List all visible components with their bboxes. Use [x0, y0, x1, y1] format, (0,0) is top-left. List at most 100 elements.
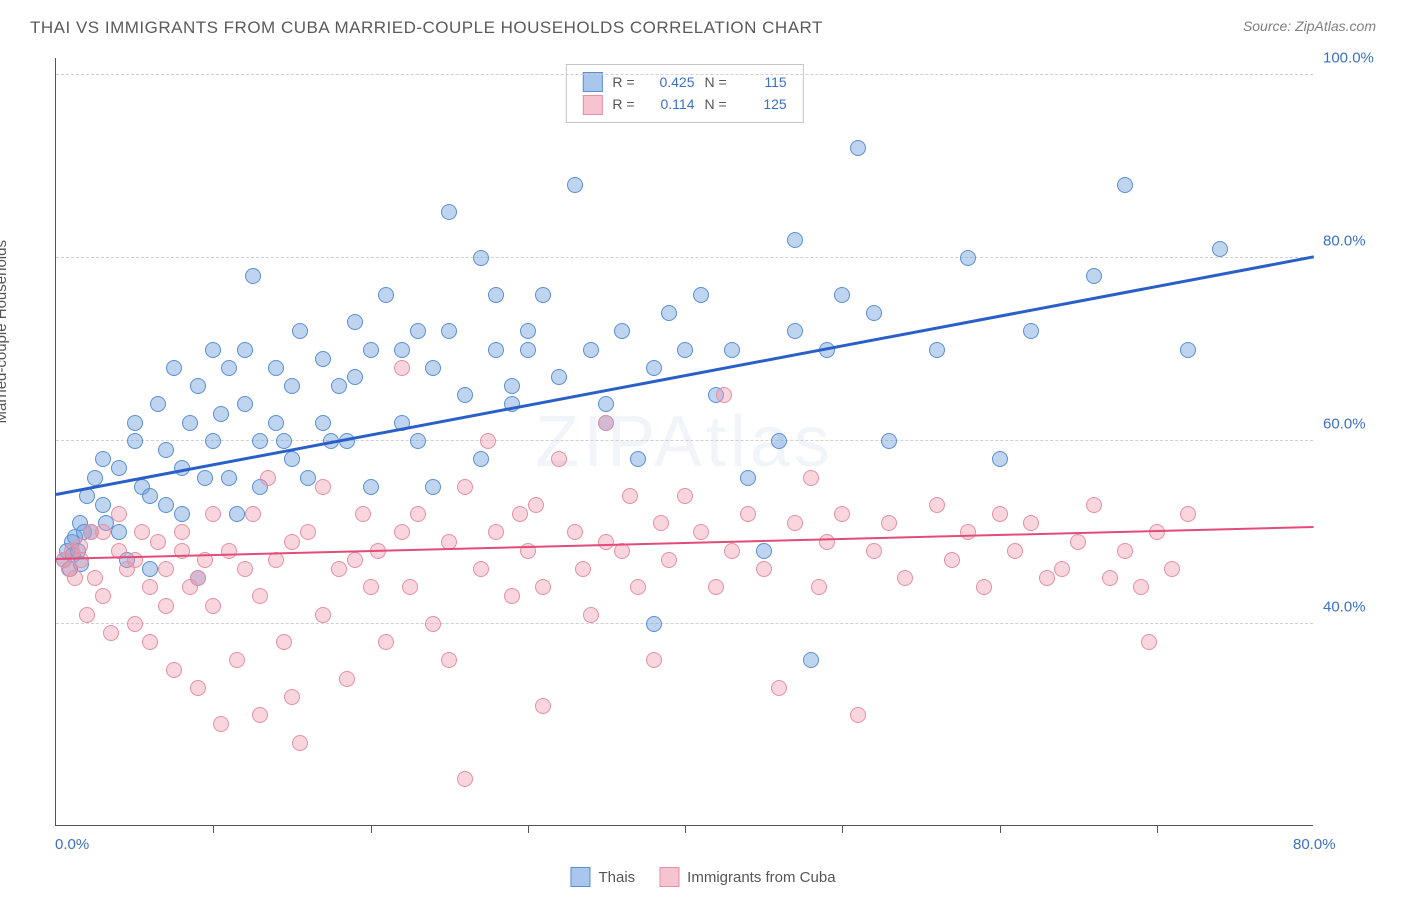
- scatter-point-cuba: [897, 570, 913, 586]
- scatter-point-thais: [646, 616, 662, 632]
- scatter-point-cuba: [134, 524, 150, 540]
- scatter-point-cuba: [315, 607, 331, 623]
- scatter-point-cuba: [622, 488, 638, 504]
- scatter-point-thais: [252, 433, 268, 449]
- scatter-point-cuba: [221, 543, 237, 559]
- scatter-point-thais: [410, 323, 426, 339]
- watermark: ZIPAtlas: [535, 401, 834, 483]
- scatter-point-cuba: [976, 579, 992, 595]
- scatter-point-cuba: [480, 433, 496, 449]
- scatter-point-cuba: [127, 552, 143, 568]
- stats-legend: R =0.425N =115R =0.114N =125: [565, 64, 803, 123]
- scatter-point-thais: [693, 287, 709, 303]
- scatter-point-cuba: [252, 707, 268, 723]
- x-tick: [685, 825, 686, 833]
- series-legend: ThaisImmigrants from Cuba: [570, 834, 835, 920]
- scatter-point-cuba: [284, 534, 300, 550]
- scatter-point-thais: [197, 470, 213, 486]
- scatter-point-cuba: [158, 598, 174, 614]
- scatter-point-cuba: [1133, 579, 1149, 595]
- scatter-point-cuba: [1141, 634, 1157, 650]
- scatter-point-thais: [237, 342, 253, 358]
- scatter-point-cuba: [73, 552, 89, 568]
- scatter-point-cuba: [190, 680, 206, 696]
- scatter-point-thais: [205, 433, 221, 449]
- scatter-point-thais: [630, 451, 646, 467]
- scatter-point-thais: [347, 369, 363, 385]
- scatter-point-thais: [268, 415, 284, 431]
- scatter-point-cuba: [87, 570, 103, 586]
- scatter-point-thais: [488, 287, 504, 303]
- scatter-point-cuba: [150, 534, 166, 550]
- scatter-point-thais: [174, 506, 190, 522]
- legend-label-cuba: Immigrants from Cuba: [687, 869, 835, 886]
- scatter-point-cuba: [504, 588, 520, 604]
- scatter-point-thais: [724, 342, 740, 358]
- scatter-point-cuba: [960, 524, 976, 540]
- scatter-point-thais: [158, 442, 174, 458]
- source-prefix: Source:: [1243, 18, 1295, 34]
- scatter-point-cuba: [646, 652, 662, 668]
- y-axis-label: Married-couple Households: [0, 240, 10, 423]
- header-bar: THAI VS IMMIGRANTS FROM CUBA MARRIED-COU…: [0, 0, 1406, 50]
- scatter-point-thais: [95, 497, 111, 513]
- plot-area: ZIPAtlas R =0.425N =115R =0.114N =125 40…: [55, 58, 1313, 826]
- scatter-point-thais: [142, 488, 158, 504]
- scatter-point-cuba: [190, 570, 206, 586]
- scatter-point-thais: [740, 470, 756, 486]
- stat-r-value-cuba: 0.114: [645, 93, 695, 115]
- scatter-point-cuba: [567, 524, 583, 540]
- scatter-point-cuba: [992, 506, 1008, 522]
- scatter-point-cuba: [67, 570, 83, 586]
- scatter-point-cuba: [347, 552, 363, 568]
- x-tick: [213, 825, 214, 833]
- scatter-point-cuba: [1070, 534, 1086, 550]
- scatter-point-thais: [363, 342, 379, 358]
- scatter-point-thais: [95, 451, 111, 467]
- scatter-point-cuba: [425, 616, 441, 632]
- scatter-point-cuba: [1054, 561, 1070, 577]
- scatter-point-cuba: [205, 506, 221, 522]
- scatter-point-thais: [473, 250, 489, 266]
- scatter-point-thais: [331, 378, 347, 394]
- scatter-point-cuba: [756, 561, 772, 577]
- scatter-point-thais: [394, 342, 410, 358]
- scatter-point-thais: [520, 342, 536, 358]
- scatter-point-thais: [378, 287, 394, 303]
- scatter-point-cuba: [402, 579, 418, 595]
- scatter-point-cuba: [866, 543, 882, 559]
- scatter-point-thais: [111, 460, 127, 476]
- gridline: [56, 257, 1313, 258]
- scatter-point-cuba: [575, 561, 591, 577]
- scatter-point-cuba: [1023, 515, 1039, 531]
- scatter-point-cuba: [1180, 506, 1196, 522]
- scatter-point-cuba: [488, 524, 504, 540]
- scatter-point-cuba: [929, 497, 945, 513]
- scatter-point-cuba: [457, 479, 473, 495]
- scatter-point-cuba: [229, 652, 245, 668]
- scatter-point-cuba: [677, 488, 693, 504]
- scatter-point-cuba: [276, 634, 292, 650]
- scatter-point-cuba: [811, 579, 827, 595]
- x-tick: [371, 825, 372, 833]
- scatter-point-cuba: [394, 360, 410, 376]
- scatter-point-cuba: [1164, 561, 1180, 577]
- scatter-point-thais: [488, 342, 504, 358]
- scatter-point-cuba: [1007, 543, 1023, 559]
- scatter-point-thais: [850, 140, 866, 156]
- stat-n-value-cuba: 125: [737, 93, 787, 115]
- scatter-point-thais: [677, 342, 693, 358]
- scatter-point-cuba: [771, 680, 787, 696]
- scatter-point-cuba: [819, 534, 835, 550]
- scatter-point-thais: [992, 451, 1008, 467]
- scatter-point-thais: [1117, 177, 1133, 193]
- scatter-point-cuba: [535, 579, 551, 595]
- scatter-point-cuba: [300, 524, 316, 540]
- scatter-point-thais: [221, 360, 237, 376]
- scatter-point-cuba: [315, 479, 331, 495]
- scatter-point-cuba: [630, 579, 646, 595]
- gridline: [56, 440, 1313, 441]
- scatter-point-thais: [441, 204, 457, 220]
- scatter-point-thais: [425, 479, 441, 495]
- scatter-point-thais: [127, 433, 143, 449]
